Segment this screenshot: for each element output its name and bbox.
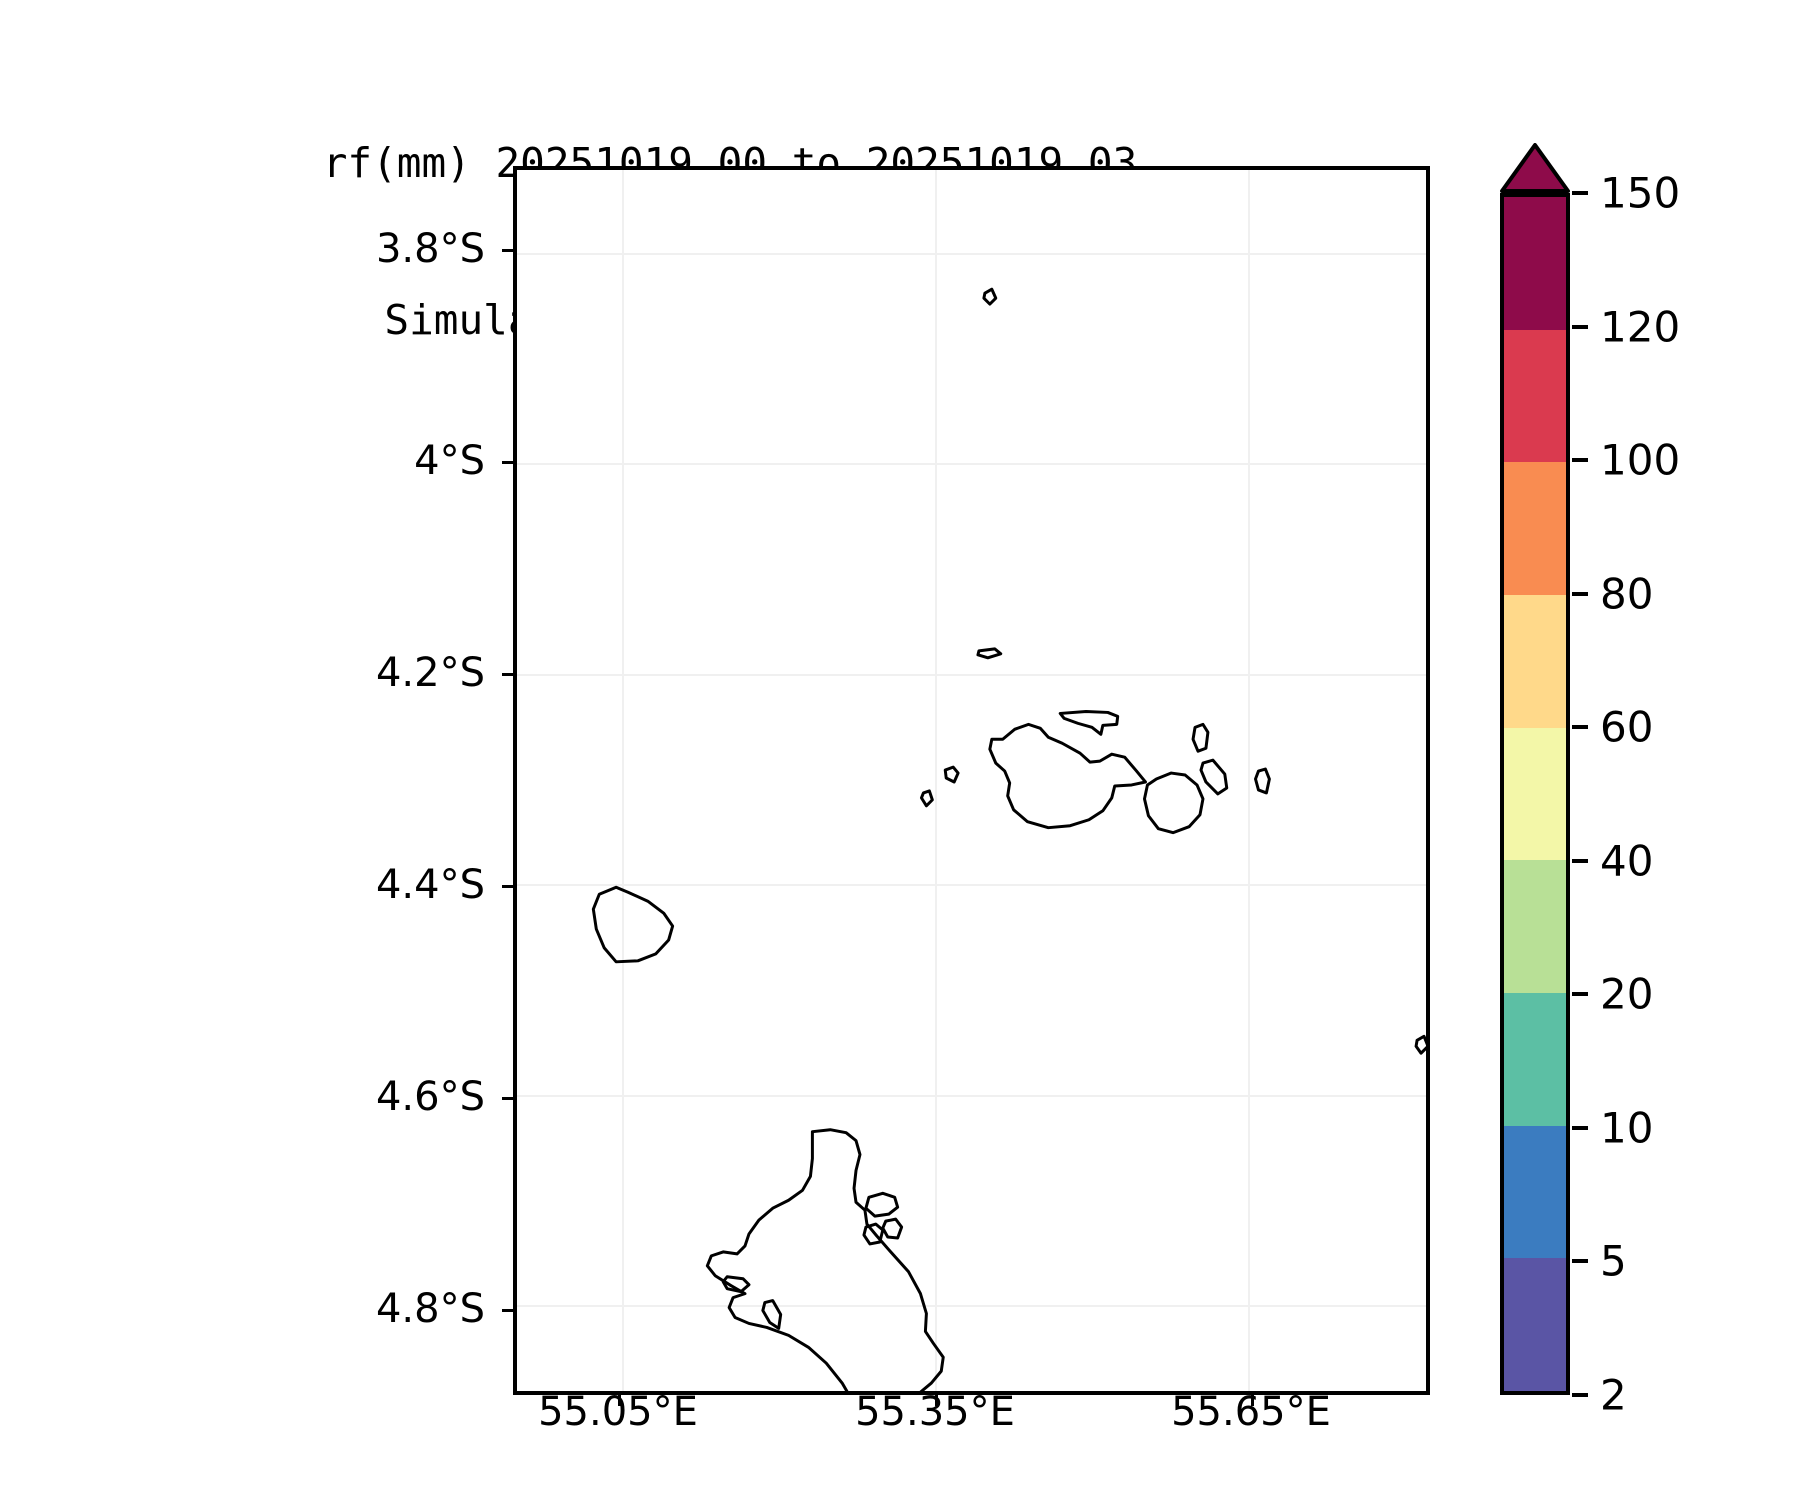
colorbar-tick-mark: [1572, 725, 1588, 730]
ytick-mark: [502, 1097, 513, 1100]
ytick-label-4-2-s: 4.2°S: [375, 650, 485, 696]
map-plot-area: [513, 166, 1430, 1395]
ytick-label-4-8-s: 4.8°S: [375, 1286, 485, 1332]
colorbar-tick-label-2: 2: [1600, 1370, 1627, 1420]
gridline-horizontal: [517, 673, 1426, 676]
colorbar-tick-mark: [1572, 1259, 1588, 1264]
ytick-label-4-s: 4°S: [414, 438, 485, 484]
colorbar: [1500, 168, 1570, 1395]
coastline-islet-right-edge: [1414, 1034, 1426, 1055]
colorbar-tick-label-80: 80: [1600, 569, 1654, 619]
coastline-mahe: [705, 1128, 945, 1391]
colorbar-band-2-5: [1504, 1258, 1566, 1391]
colorbar-band-120-150: [1504, 196, 1566, 330]
colorbar-tick-label-10: 10: [1600, 1103, 1654, 1153]
colorbar-tick-mark: [1572, 458, 1588, 463]
gridline-vertical: [1248, 170, 1251, 1391]
colorbar-tick-mark: [1572, 324, 1588, 329]
xtick-label-55-05-e: 55.05°E: [538, 1389, 698, 1435]
gridline-horizontal: [517, 463, 1426, 466]
colorbar-tick-mark: [1572, 1125, 1588, 1130]
coastline-islet-ste-anne: [864, 1191, 900, 1218]
coastline-islet-marianne: [1199, 758, 1229, 796]
gridline-horizontal: [517, 1305, 1426, 1308]
colorbar-tick-mark: [1572, 1393, 1588, 1397]
coastline-praslin: [988, 722, 1147, 830]
gridline-vertical: [934, 170, 937, 1391]
ytick-label-4-4-s: 4.4°S: [375, 862, 485, 908]
colorbar-band-100-120: [1504, 329, 1566, 463]
gridline-horizontal: [517, 252, 1426, 255]
coastline-overlay: [591, 287, 1426, 1391]
colorbar-bands: [1500, 193, 1570, 1395]
coastline-curieuse: [1058, 709, 1120, 736]
xtick-label-55-65-e: 55.65°E: [1171, 1389, 1331, 1435]
ytick-mark: [502, 673, 513, 676]
colorbar-band-40-60: [1504, 727, 1566, 861]
xtick-mark: [618, 1395, 621, 1406]
colorbar-band-10-20: [1504, 992, 1566, 1126]
ytick-mark: [502, 249, 513, 252]
coastline-islet-far-west: [919, 789, 934, 808]
colorbar-tick-label-100: 100: [1600, 435, 1681, 485]
colorbar-tick-label-150: 150: [1600, 168, 1681, 218]
colorbar-tick-mark: [1572, 591, 1588, 596]
coastline-islet-west-mahe-b: [761, 1299, 783, 1330]
coastline-islet-west-praslin: [943, 765, 960, 784]
coastline-silhouette: [591, 885, 675, 964]
colorbar-band-60-80: [1504, 594, 1566, 728]
coastline-islet-cerf: [862, 1222, 885, 1246]
coastline-islet-far-east: [1254, 767, 1271, 795]
colorbar-tick-label-5: 5: [1600, 1236, 1627, 1286]
colorbar-tick-label-60: 60: [1600, 702, 1654, 752]
ytick-mark: [502, 1309, 513, 1312]
coastline-islet-felicite: [1191, 722, 1210, 753]
gridline-vertical: [621, 170, 624, 1391]
colorbar-tick-mark: [1572, 858, 1588, 863]
coastline-islet-moyenne: [881, 1217, 904, 1240]
gridline-horizontal: [517, 884, 1426, 887]
colorbar-band-5-10: [1504, 1125, 1566, 1259]
ytick-label-4-6-s: 4.6°S: [375, 1074, 485, 1120]
colorbar-extend-max-arrow: [1500, 143, 1570, 193]
coastline-la-digue: [1142, 771, 1205, 835]
colorbar-band-80-100: [1504, 462, 1566, 595]
ytick-label-3-8-s: 3.8°S: [375, 226, 485, 272]
ytick-mark: [502, 461, 513, 464]
xtick-mark: [1251, 1395, 1254, 1406]
xtick-mark: [935, 1395, 938, 1406]
gridline-horizontal: [517, 1094, 1426, 1097]
coastline-islet-aride: [976, 647, 1003, 660]
xtick-label-55-35-e: 55.35°E: [855, 1389, 1015, 1435]
colorbar-tick-label-120: 120: [1600, 302, 1681, 352]
colorbar-tick-mark: [1572, 992, 1588, 997]
coastline-islet-bird: [982, 287, 998, 306]
colorbar-tick-mark: [1572, 191, 1588, 195]
ytick-mark: [502, 885, 513, 888]
coastline-islet-west-mahe-a: [721, 1275, 751, 1294]
colorbar-tick-label-40: 40: [1600, 836, 1654, 886]
colorbar-tick-label-20: 20: [1600, 969, 1654, 1019]
colorbar-band-20-40: [1504, 860, 1566, 993]
